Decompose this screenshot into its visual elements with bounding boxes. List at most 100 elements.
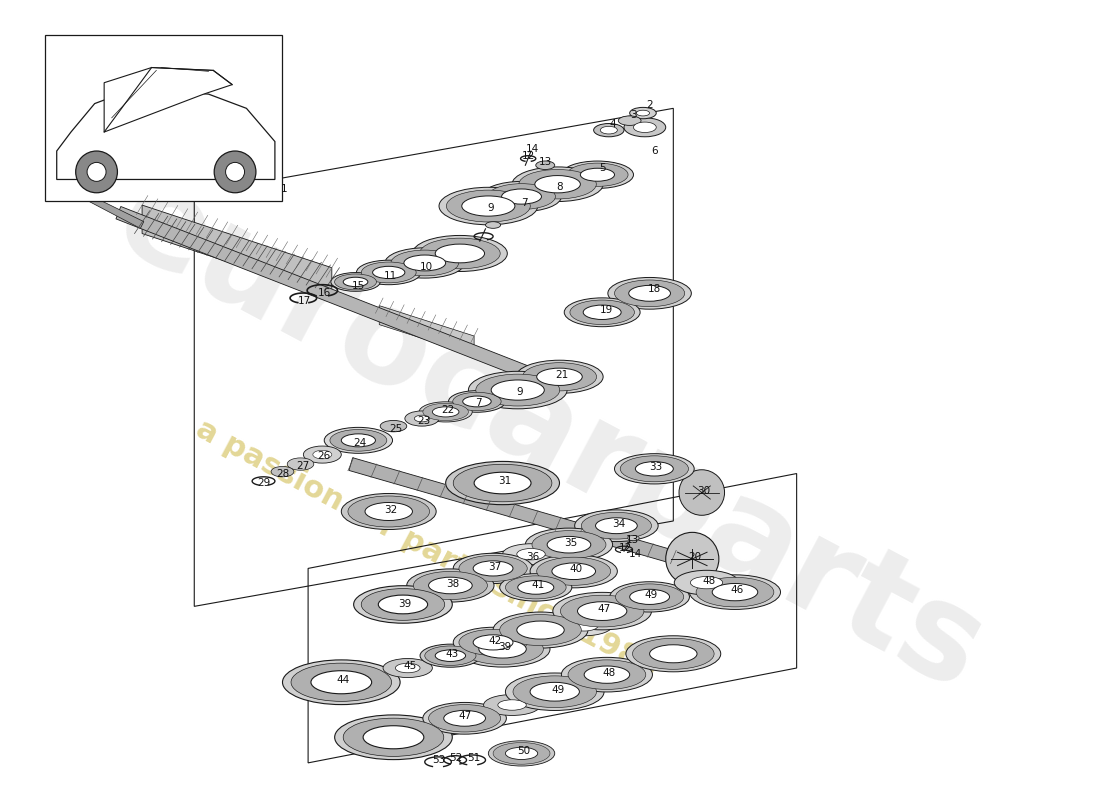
Ellipse shape	[283, 660, 400, 705]
Ellipse shape	[636, 110, 650, 116]
Text: 4: 4	[609, 119, 616, 130]
Text: 41: 41	[531, 581, 544, 590]
Ellipse shape	[324, 427, 393, 454]
Ellipse shape	[378, 595, 428, 614]
Text: 31: 31	[498, 476, 512, 486]
Ellipse shape	[453, 554, 532, 583]
Circle shape	[214, 151, 256, 193]
Text: 5: 5	[598, 163, 605, 173]
Ellipse shape	[312, 450, 332, 459]
Ellipse shape	[595, 518, 637, 534]
Text: 18: 18	[648, 283, 661, 294]
Text: 20: 20	[689, 552, 702, 562]
Text: 50: 50	[517, 746, 530, 757]
Text: 21: 21	[554, 370, 568, 380]
Ellipse shape	[462, 196, 515, 216]
Ellipse shape	[626, 636, 720, 672]
Ellipse shape	[311, 670, 372, 694]
Ellipse shape	[615, 454, 694, 484]
Ellipse shape	[578, 602, 627, 621]
Ellipse shape	[629, 286, 671, 302]
Text: 13: 13	[539, 158, 552, 167]
Ellipse shape	[620, 456, 689, 482]
Ellipse shape	[568, 660, 646, 690]
Ellipse shape	[385, 248, 464, 278]
Text: 47: 47	[458, 711, 471, 722]
Ellipse shape	[473, 635, 513, 650]
Ellipse shape	[530, 682, 580, 701]
Text: 52: 52	[450, 753, 463, 763]
Text: 19: 19	[601, 306, 614, 315]
Text: 35: 35	[564, 538, 578, 548]
Text: 17: 17	[298, 296, 311, 306]
Ellipse shape	[287, 458, 314, 470]
Text: 8: 8	[557, 182, 563, 192]
Ellipse shape	[519, 170, 596, 199]
Ellipse shape	[482, 182, 561, 212]
Ellipse shape	[583, 305, 621, 319]
Ellipse shape	[561, 161, 634, 189]
Polygon shape	[379, 306, 474, 355]
Ellipse shape	[473, 561, 513, 576]
Circle shape	[226, 162, 244, 182]
Text: 45: 45	[403, 661, 416, 671]
Ellipse shape	[690, 575, 781, 610]
Text: 32: 32	[384, 505, 397, 514]
Ellipse shape	[584, 666, 629, 683]
Ellipse shape	[343, 278, 367, 286]
Ellipse shape	[381, 421, 407, 432]
Ellipse shape	[353, 586, 452, 623]
Ellipse shape	[488, 741, 554, 766]
Text: 30: 30	[697, 486, 711, 496]
Ellipse shape	[463, 396, 492, 407]
Text: 2: 2	[647, 101, 653, 110]
Text: 9: 9	[516, 387, 522, 397]
Ellipse shape	[459, 630, 527, 655]
Ellipse shape	[505, 673, 604, 710]
Text: 11: 11	[384, 271, 397, 282]
Ellipse shape	[691, 577, 723, 589]
Text: 27: 27	[297, 461, 310, 471]
Polygon shape	[79, 191, 144, 228]
Ellipse shape	[618, 116, 641, 126]
Ellipse shape	[505, 747, 538, 759]
Ellipse shape	[405, 411, 439, 426]
Ellipse shape	[615, 280, 684, 306]
Ellipse shape	[453, 392, 502, 410]
Circle shape	[76, 151, 118, 193]
Ellipse shape	[462, 634, 543, 665]
Ellipse shape	[530, 554, 617, 588]
Text: 7: 7	[521, 198, 528, 208]
Ellipse shape	[420, 644, 481, 667]
Ellipse shape	[414, 571, 487, 599]
Text: 43: 43	[446, 649, 459, 658]
Ellipse shape	[436, 244, 484, 263]
Ellipse shape	[499, 574, 572, 601]
Ellipse shape	[502, 189, 541, 204]
Ellipse shape	[443, 710, 485, 726]
Ellipse shape	[455, 631, 550, 667]
Ellipse shape	[484, 694, 540, 715]
Text: 49: 49	[551, 685, 564, 695]
Polygon shape	[142, 205, 332, 296]
Ellipse shape	[537, 557, 610, 586]
Ellipse shape	[404, 255, 446, 271]
Text: 48: 48	[602, 668, 615, 678]
Ellipse shape	[330, 430, 387, 451]
Ellipse shape	[564, 298, 640, 326]
Ellipse shape	[616, 584, 684, 610]
Ellipse shape	[505, 576, 566, 599]
Ellipse shape	[532, 530, 606, 558]
Ellipse shape	[412, 235, 507, 271]
Text: 7: 7	[475, 398, 482, 408]
Ellipse shape	[636, 462, 673, 476]
Ellipse shape	[696, 578, 774, 607]
Ellipse shape	[581, 168, 615, 182]
Ellipse shape	[425, 646, 476, 666]
Ellipse shape	[517, 549, 546, 560]
Ellipse shape	[552, 563, 595, 579]
Ellipse shape	[361, 589, 444, 620]
Ellipse shape	[341, 434, 375, 447]
Text: 42: 42	[488, 635, 502, 646]
Text: 13: 13	[626, 535, 639, 545]
